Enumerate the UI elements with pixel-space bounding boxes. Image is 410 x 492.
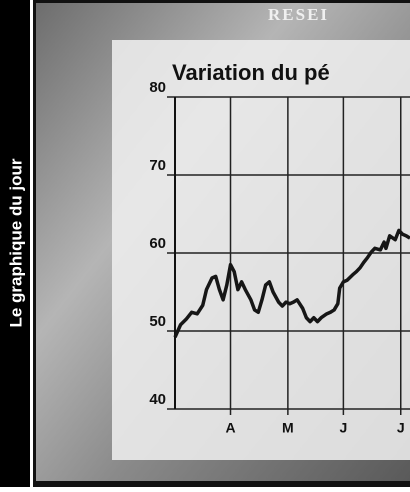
y-tick-label: 70 (149, 157, 166, 174)
chart-title: Variation du pé (172, 60, 330, 85)
page: Le graphique du jour RESEI Variation du … (0, 0, 410, 487)
chart: Le graphique du jour RESEI Variation du … (0, 0, 410, 487)
x-tick-label: M (282, 420, 294, 436)
y-tick-label: 50 (149, 313, 166, 330)
y-tick-label: 80 (149, 79, 166, 96)
sidebar-label: Le graphique du jour (6, 158, 25, 327)
background-text: RESEI (268, 5, 329, 24)
y-tick-label: 40 (149, 391, 166, 408)
x-tick-label: A (225, 420, 235, 436)
x-tick-label: J (397, 420, 405, 436)
y-tick-label: 60 (149, 235, 166, 252)
x-tick-label: J (339, 420, 347, 436)
